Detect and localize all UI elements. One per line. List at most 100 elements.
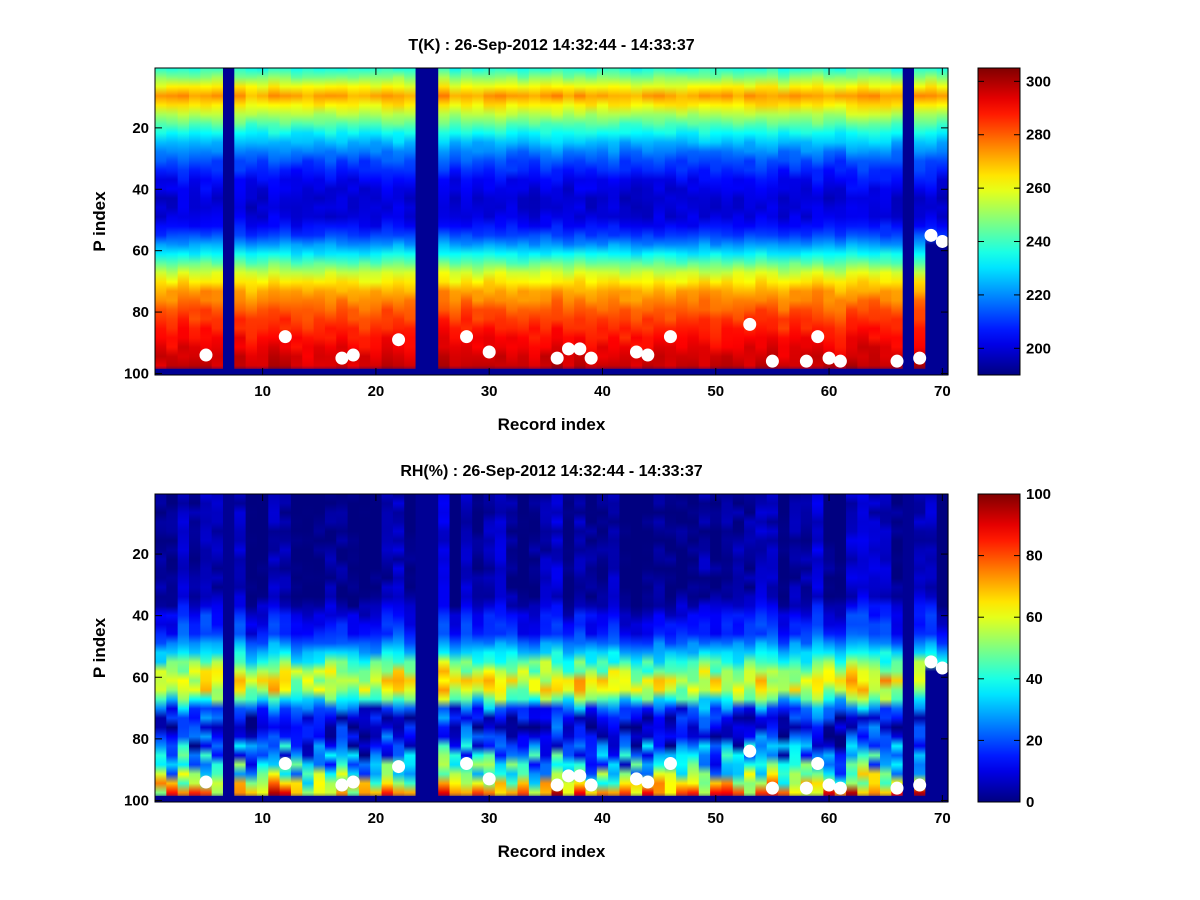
y-tick-label: 80: [132, 304, 149, 321]
record-column: [914, 494, 926, 802]
x-tick-label: 60: [821, 810, 838, 827]
record-column: [336, 494, 349, 802]
record-column: [766, 494, 779, 802]
record-column: [596, 68, 609, 375]
surface-marker: [460, 330, 474, 344]
record-column: [234, 494, 247, 802]
surface-marker: [561, 342, 575, 356]
colorbar-tick-label: 260: [1026, 180, 1051, 197]
surface-marker: [833, 781, 847, 795]
record-column: [313, 494, 326, 802]
x-tick-label: 40: [594, 383, 611, 400]
record-column: [245, 494, 258, 802]
missing-record-column: [415, 68, 428, 375]
record-column: [528, 68, 541, 375]
surface-marker: [550, 351, 564, 365]
axes-box: [154, 67, 949, 376]
x-tick-label: 10: [254, 810, 271, 827]
record-column: [676, 68, 689, 375]
surface-marker: [663, 757, 677, 770]
y-tick-label: 40: [132, 181, 149, 198]
surface-marker: [392, 760, 406, 774]
panel-1: 10 20 30 40 50 60 70 20 40 60 80 100 T(K) : 26-Sep-2…: [90, 37, 1051, 434]
record-column: [234, 68, 247, 375]
record-column: [324, 494, 337, 802]
x-tick-label: 70: [934, 383, 951, 400]
surface-marker: [799, 781, 813, 795]
x-tick-label: 30: [481, 810, 498, 827]
record-column: [789, 494, 802, 802]
colorbar-tick-label: 100: [1026, 486, 1051, 503]
surface-marker: [913, 778, 927, 792]
surface-marker: [199, 775, 213, 789]
surface-marker: [743, 317, 757, 331]
record-column: [155, 68, 167, 375]
surface-marker: [913, 351, 927, 365]
record-column: [891, 494, 904, 802]
record-column: [404, 68, 417, 375]
record-column: [200, 494, 213, 802]
record-column: [585, 494, 598, 802]
x-tick-label: 40: [594, 810, 611, 827]
record-column: [800, 494, 813, 802]
record-column: [494, 494, 507, 802]
x-axis-label: Record index: [498, 415, 606, 434]
record-column: [834, 68, 847, 375]
record-column: [857, 494, 870, 802]
record-column: [608, 494, 621, 802]
record-column: [358, 494, 371, 802]
record-column: [630, 494, 643, 802]
record-column: [256, 494, 269, 802]
below-surface-band: [155, 795, 948, 802]
record-column: [812, 494, 824, 802]
record-column: [562, 494, 575, 802]
record-column: [834, 494, 847, 802]
record-column: [630, 68, 643, 375]
surface-marker: [278, 330, 292, 344]
surface-marker: [799, 354, 813, 368]
record-column: [551, 494, 564, 802]
record-column: [936, 494, 949, 802]
missing-record-column: [902, 494, 915, 802]
record-column: [449, 68, 462, 375]
record-column: [472, 494, 485, 802]
colorbar-tick-label: 80: [1026, 548, 1043, 565]
record-column: [698, 494, 711, 802]
record-column: [528, 494, 541, 802]
surface-marker: [935, 234, 949, 248]
record-column: [585, 68, 598, 375]
record-column: [392, 494, 405, 802]
record-column: [211, 494, 224, 802]
chart-title: T(K) : 26-Sep-2012 14:32:44 - 14:33:37: [408, 37, 694, 54]
record-column: [472, 68, 485, 375]
record-column: [279, 68, 292, 375]
record-column: [392, 68, 405, 375]
surface-marker: [641, 775, 655, 789]
record-column: [404, 494, 417, 802]
record-column: [494, 68, 507, 375]
record-column: [540, 494, 553, 802]
record-column: [279, 494, 292, 802]
surface-marker: [924, 655, 938, 669]
record-column: [290, 494, 303, 802]
surface-marker: [392, 333, 406, 347]
record-column: [732, 68, 745, 375]
record-column: [642, 68, 655, 375]
record-column: [211, 68, 224, 375]
panel-2: 10 20 30 40 50 60 70 20 40 60 80 100 RH(%) : 26-Sep-…: [90, 463, 1051, 861]
record-column: [914, 68, 926, 375]
record-column: [370, 494, 383, 802]
colorbar-tick-label: 240: [1026, 234, 1051, 251]
surface-marker: [765, 354, 779, 368]
colorbar-tick-label: 40: [1026, 671, 1043, 688]
surface-marker: [199, 348, 213, 362]
record-column: [313, 68, 326, 375]
surface-marker: [482, 772, 496, 786]
surface-marker: [935, 661, 949, 675]
surface-marker: [833, 354, 847, 368]
record-column: [823, 68, 836, 375]
record-column: [177, 68, 190, 375]
axes-box: [154, 493, 949, 803]
surface-marker: [629, 345, 643, 359]
